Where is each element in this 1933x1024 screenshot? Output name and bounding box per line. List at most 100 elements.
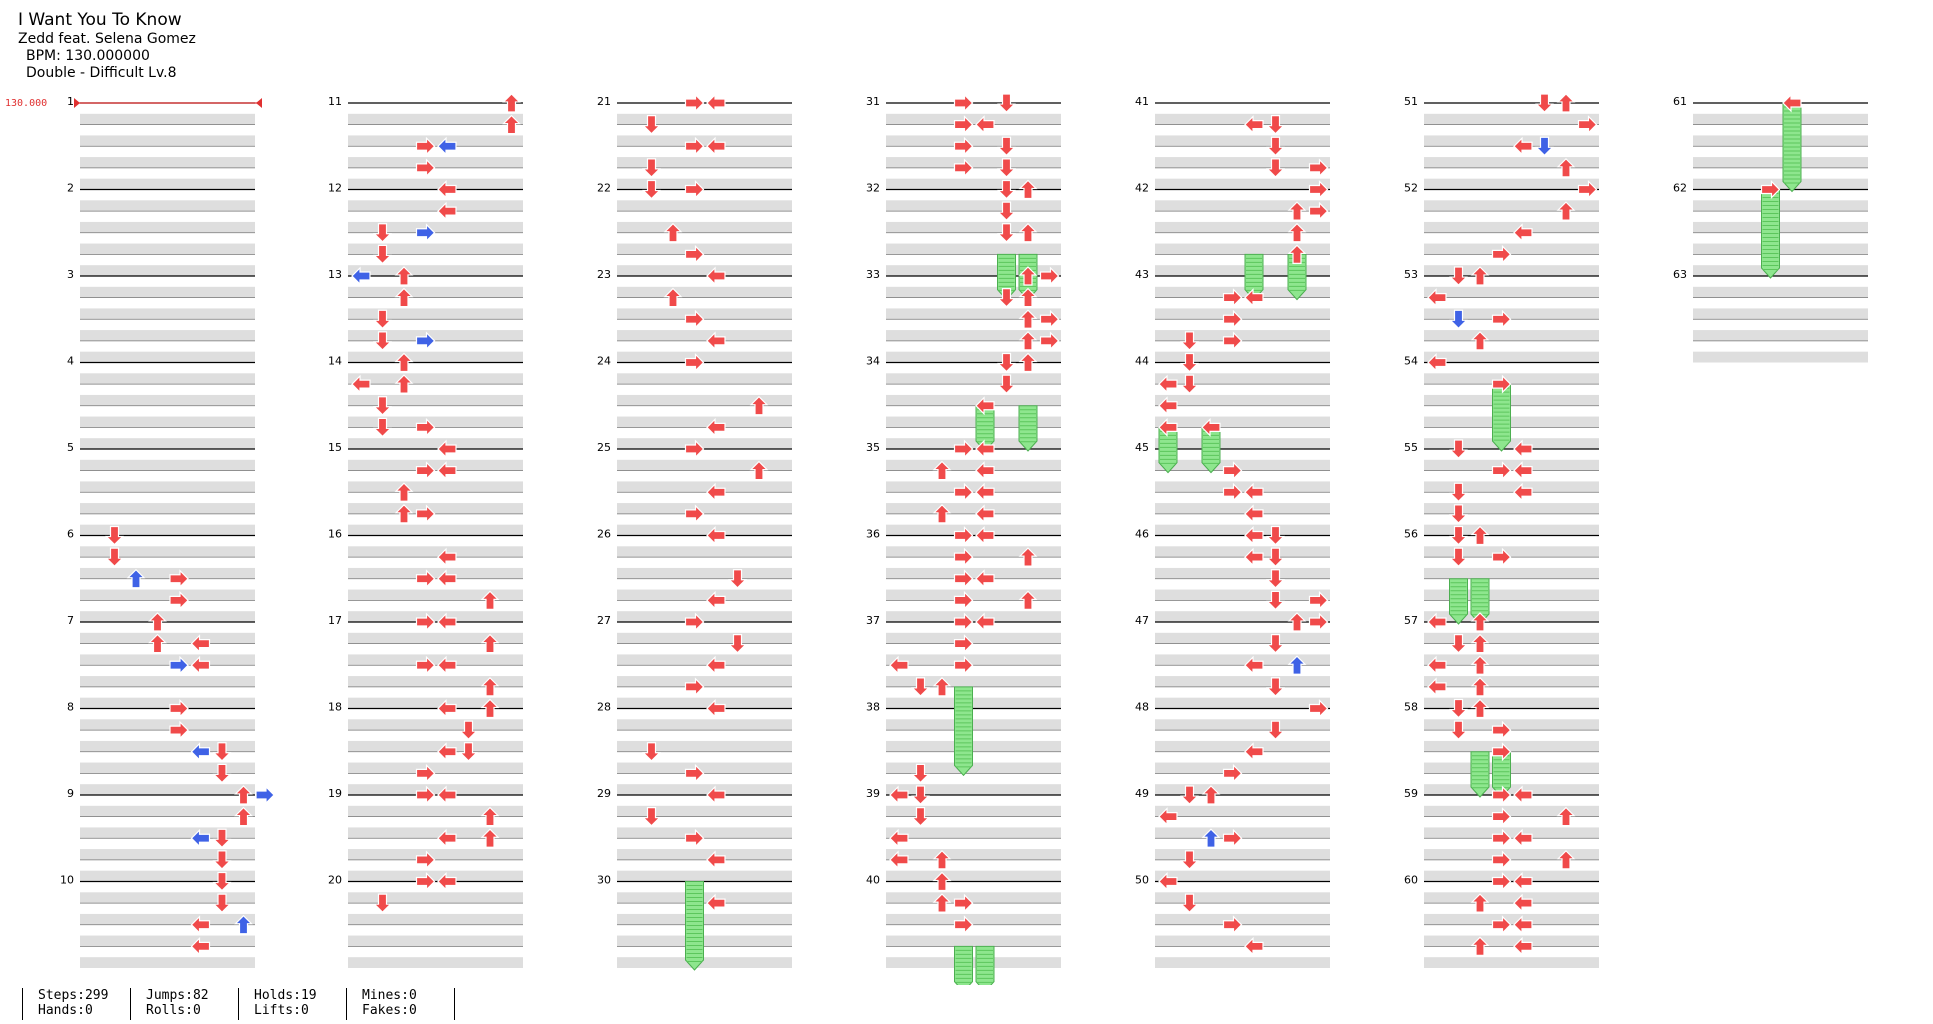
beat-shade — [348, 849, 523, 860]
measure-number: 31 — [866, 95, 880, 108]
hold-note — [975, 945, 995, 985]
up-arrow-note — [1018, 266, 1038, 286]
beat-shade — [1155, 654, 1330, 666]
beat-shade — [348, 308, 523, 320]
up-arrow-note — [1470, 525, 1490, 546]
left-arrow-note — [975, 439, 995, 459]
left-arrow-note — [437, 742, 457, 762]
right-arrow-note — [953, 655, 974, 675]
beat-shade — [617, 178, 792, 190]
beat-shade — [348, 157, 523, 168]
beat-shade — [80, 827, 255, 839]
left-arrow-note — [190, 915, 211, 935]
down-arrow-note — [212, 763, 232, 784]
measure-block: 14 — [328, 355, 523, 449]
beat-shade — [617, 611, 792, 622]
beat-shade — [348, 243, 523, 255]
left-arrow-note — [706, 417, 726, 437]
measure-block: 30 — [597, 874, 792, 968]
right-arrow-note — [1491, 720, 1512, 740]
beat-shade — [1424, 265, 1599, 276]
measure-number: 60 — [1404, 874, 1418, 887]
left-arrow-note — [1158, 417, 1178, 437]
beat-shade — [886, 805, 1061, 817]
down-arrow-note — [1449, 525, 1468, 546]
beat-shade — [348, 351, 523, 363]
hold-note — [1782, 102, 1802, 193]
right-arrow-note — [953, 569, 974, 589]
right-arrow-note — [1308, 158, 1329, 178]
beat-shade — [886, 784, 1061, 795]
measure-block: 29 — [597, 787, 792, 882]
up-arrow-note — [1470, 893, 1490, 913]
beat-shade — [886, 762, 1061, 774]
beat-shade — [1155, 503, 1330, 514]
measure-number: 45 — [1135, 441, 1149, 454]
beat-shade — [1155, 265, 1330, 276]
right-arrow-note — [953, 634, 974, 654]
hold-body — [1470, 751, 1490, 798]
right-arrow-note — [1491, 850, 1512, 870]
stat-mines: Mines:0 — [362, 988, 417, 1003]
right-arrow-note — [953, 439, 974, 459]
right-arrow-note — [415, 872, 436, 891]
beat-shade — [1424, 697, 1599, 709]
up-arrow-note — [480, 828, 500, 848]
measure-number: 7 — [67, 614, 74, 627]
beat-shade — [1424, 849, 1599, 860]
down-arrow-note — [1449, 634, 1468, 654]
measure-block: 43 — [1135, 268, 1330, 363]
right-arrow-note — [953, 612, 974, 632]
up-arrow-note — [932, 893, 952, 913]
beat-shade — [1155, 589, 1330, 601]
beat-shade — [1424, 243, 1599, 255]
up-arrow-note — [480, 677, 500, 697]
beat-shade — [80, 135, 255, 147]
right-arrow-note — [255, 785, 275, 805]
measure-block: 22 — [597, 182, 792, 276]
stat-hands: Hands:0 — [38, 1003, 93, 1018]
right-arrow-note — [1222, 482, 1243, 502]
beat-shade — [80, 892, 255, 904]
up-arrow-note — [1018, 222, 1038, 243]
left-arrow-note — [351, 266, 371, 286]
measure-number: 16 — [328, 528, 342, 541]
beat-shade — [80, 805, 255, 817]
measure-number: 20 — [328, 874, 342, 887]
beat-shade — [617, 654, 792, 666]
up-arrow-note — [932, 504, 952, 524]
left-arrow-note — [1513, 223, 1533, 243]
measure-block: 5 — [67, 441, 255, 536]
right-arrow-note — [684, 93, 705, 113]
measure-block: 48 — [1135, 701, 1330, 795]
beat-shade — [1424, 935, 1599, 947]
beat-shade — [617, 373, 792, 385]
hold-note — [1201, 426, 1221, 474]
left-arrow-note — [1244, 482, 1264, 502]
beat-shade — [1155, 676, 1330, 687]
beat-shade — [348, 546, 523, 558]
beat-shade — [348, 740, 523, 752]
measure-block: 24 — [597, 355, 792, 449]
right-arrow-note — [415, 461, 436, 481]
down-arrow-note — [1449, 547, 1468, 567]
bpm-marker-right — [256, 98, 262, 108]
down-arrow-note — [1266, 590, 1285, 611]
up-arrow-note — [1556, 850, 1576, 870]
down-arrow-note — [459, 720, 478, 740]
beat-shade — [348, 697, 523, 709]
beat-shade — [348, 827, 523, 839]
down-arrow-note — [1266, 525, 1285, 546]
up-arrow-note — [394, 482, 414, 502]
beat-shade — [1693, 200, 1868, 212]
beat-shade — [80, 870, 255, 882]
right-arrow-note — [169, 720, 189, 740]
measure-block: 23 — [597, 268, 792, 363]
left-arrow-note — [1513, 439, 1533, 459]
right-arrow-note — [684, 504, 705, 524]
left-arrow-note — [1158, 807, 1178, 827]
beat-shade — [886, 113, 1061, 125]
measure-number: 49 — [1135, 787, 1149, 800]
beat-shade — [1424, 157, 1599, 168]
measure-number: 14 — [328, 355, 342, 368]
